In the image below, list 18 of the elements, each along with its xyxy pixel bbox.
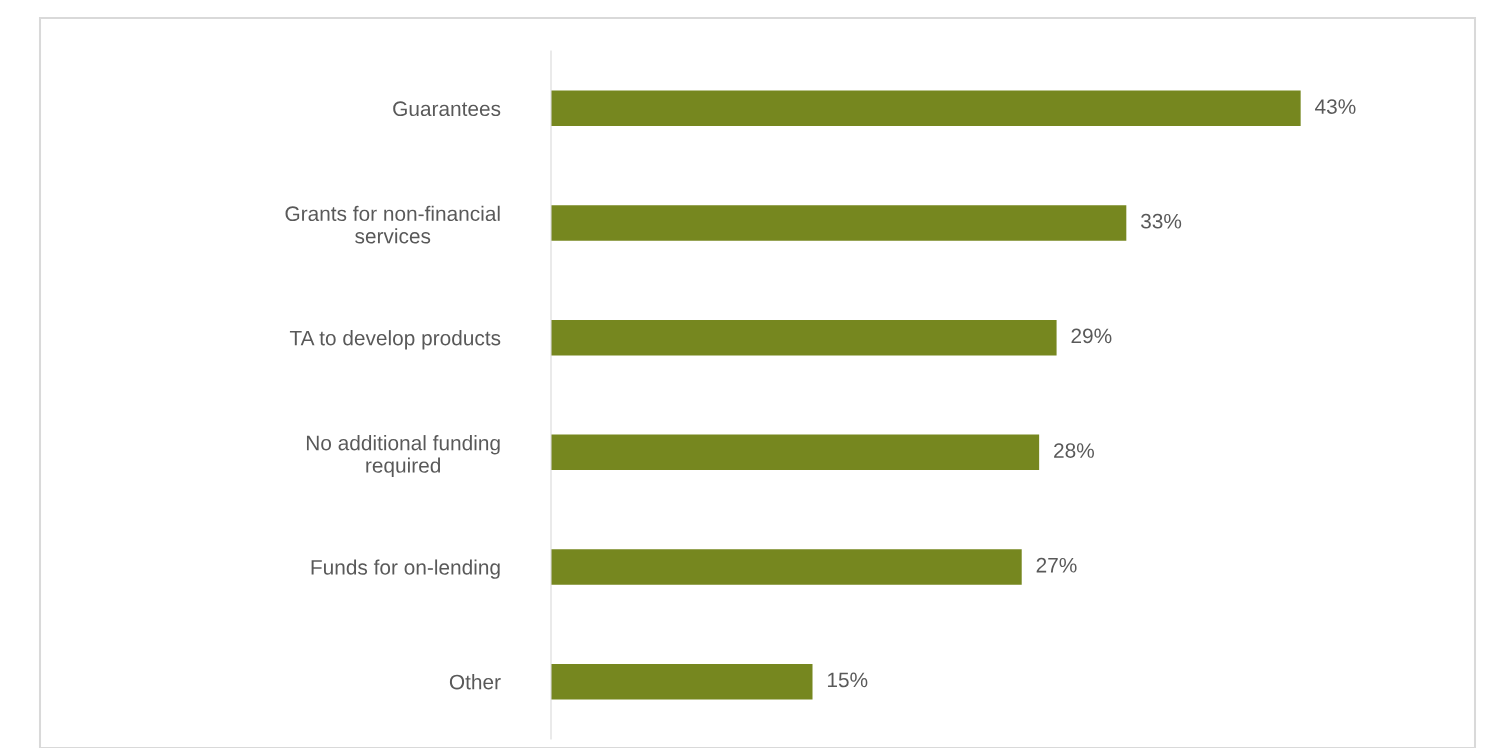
bar [551,663,813,700]
data-label: 28% [1054,443,1094,458]
bar [551,90,1301,127]
y-tick-label: No additional funding required [306,435,500,477]
y-tick-label: Other [449,674,501,690]
bar [551,319,1057,356]
data-label: 15% [827,672,868,688]
data-label: 27% [1036,557,1077,573]
bar [551,205,1127,241]
data-label: 33% [1141,213,1182,229]
bar [551,549,1022,585]
y-tick-label: Funds for on-lending [311,559,500,579]
y-tick-label: Grants for non-financial services [285,205,500,244]
y-tick-label: Guarantees [393,101,501,117]
data-label: 43% [1315,99,1356,114]
bar [551,434,1040,471]
data-label: 29% [1071,328,1112,344]
y-tick-label: TA to develop products [289,330,501,350]
